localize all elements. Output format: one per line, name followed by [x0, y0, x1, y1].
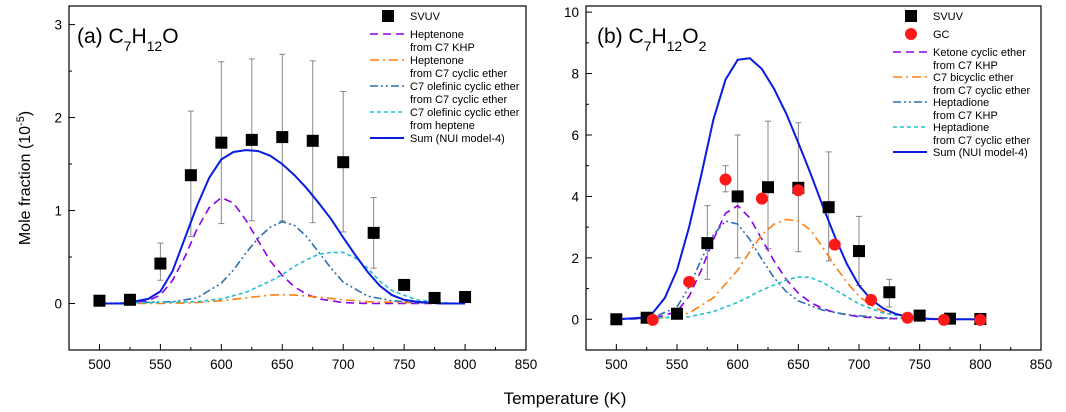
legend-label: SVUV — [933, 11, 964, 23]
x-tick-label: 500 — [88, 357, 111, 372]
x-axis-label: Temperature (K) — [504, 389, 627, 408]
data-point-square — [701, 237, 714, 250]
legend-marker-square — [382, 10, 394, 22]
data-point-square — [337, 156, 350, 169]
series-line — [99, 196, 466, 305]
series-line — [616, 204, 981, 321]
panel-title: (a) C7H12O — [77, 25, 179, 54]
data-point-square — [913, 309, 926, 322]
series-line — [99, 293, 466, 305]
legend-label: from C7 cyclic ether — [933, 85, 1031, 97]
legend-label: Heptadione — [933, 122, 989, 134]
x-tick-label: 700 — [332, 357, 355, 372]
y-tick-label: 2 — [571, 251, 579, 266]
data-point-square — [762, 181, 774, 194]
data-point-square — [428, 291, 441, 304]
x-tick-label: 750 — [908, 357, 931, 372]
data-point-square — [276, 131, 289, 144]
data-point-square — [123, 293, 136, 306]
y-tick-label: 2 — [54, 111, 62, 126]
x-tick-label: 650 — [787, 357, 810, 372]
series-line — [616, 57, 981, 321]
plot-frame — [585, 5, 1042, 351]
data-point-circle — [974, 313, 987, 326]
y-tick-label: 8 — [571, 67, 579, 82]
data-point-square — [731, 190, 744, 203]
legend-label: Sum (NUI model-4) — [933, 147, 1028, 159]
series-line — [99, 149, 466, 305]
data-point-circle — [901, 311, 914, 324]
panel-a-chart: 500 550 600 650 700 750 800 850 0 1 2 3 Mole fractio… — [15, 5, 538, 372]
legend-label: C7 bicyclic ether — [933, 72, 1014, 84]
data-point-square — [822, 201, 835, 214]
data-point-square — [245, 133, 258, 146]
data-point-square — [367, 226, 380, 239]
data-point-circle — [646, 313, 659, 326]
legend-label: C7 olefinic cyclic ether — [410, 81, 520, 93]
series-line — [616, 220, 981, 321]
legend-label: from C7 KHP — [410, 42, 475, 54]
legend-label: C7 olefinic cyclic ether — [410, 107, 520, 119]
legend-label: from C7 cyclic ether — [933, 135, 1031, 147]
data-point-square — [154, 257, 167, 270]
y-tick-label: 0 — [571, 312, 579, 327]
x-tick-label: 650 — [271, 357, 294, 372]
legend-marker-square — [905, 10, 917, 22]
y-tick-label: 3 — [54, 18, 62, 33]
y-tick-label: 10 — [564, 5, 579, 20]
data-point-circle — [719, 173, 732, 186]
x-tick-label: 750 — [393, 357, 416, 372]
data-point-square — [853, 245, 865, 258]
legend-label: GC — [933, 29, 950, 41]
x-tick-label: 500 — [605, 357, 628, 372]
series-line — [99, 220, 466, 305]
data-point-circle — [828, 238, 841, 251]
data-point-circle — [683, 275, 696, 288]
legend-label: from C7 cyclic ether — [410, 94, 508, 106]
data-point-square — [93, 294, 106, 307]
data-point-square — [398, 278, 411, 291]
x-tick-label: 850 — [515, 357, 538, 372]
legend-marker-circle — [905, 28, 917, 40]
data-point-square — [215, 136, 228, 149]
x-tick-label: 850 — [1030, 357, 1053, 372]
legend-label: Heptadione — [933, 97, 989, 109]
y-tick-label: 6 — [571, 128, 579, 143]
data-point-square — [184, 169, 197, 182]
data-point-square — [671, 307, 683, 320]
x-tick-label: 550 — [666, 357, 689, 372]
panel-b-chart: 500 550 600 650 700 750 800 850 0 2 4 6 8 10 (b) C7H12… — [564, 5, 1052, 372]
y-tick-label: 4 — [571, 189, 579, 204]
x-tick-label: 800 — [969, 357, 992, 372]
legend-label: from C7 KHP — [933, 60, 998, 72]
legend-label: Heptenone — [410, 29, 464, 41]
legend-label: Heptenone — [410, 55, 464, 67]
series-line — [99, 251, 466, 305]
x-tick-label: 600 — [726, 357, 749, 372]
x-tick-label: 550 — [149, 357, 172, 372]
y-axis-label: Mole fraction (10-5) — [15, 111, 34, 245]
legend-label: Sum (NUI model-4) — [410, 133, 505, 145]
legend-label: Ketone cyclic ether — [933, 47, 1026, 59]
x-tick-label: 800 — [454, 357, 477, 372]
y-tick-label: 1 — [54, 204, 62, 219]
data-point-circle — [792, 184, 805, 197]
data-point-circle — [865, 293, 878, 306]
y-tick-label: 0 — [54, 297, 62, 312]
data-point-square — [306, 134, 319, 147]
x-tick-label: 600 — [210, 357, 233, 372]
data-point-square — [883, 286, 896, 299]
legend-label: from C7 cyclic ether — [410, 68, 508, 80]
data-point-circle — [755, 192, 768, 205]
plot-frame — [68, 5, 527, 351]
legend-label: SVUV — [410, 11, 441, 23]
data-point-square — [610, 313, 623, 326]
legend-label: from C7 KHP — [933, 110, 998, 122]
x-tick-label: 700 — [848, 357, 871, 372]
legend-label: from heptene — [410, 120, 475, 132]
panel-title: (b) C7H12O2 — [597, 25, 707, 54]
data-point-circle — [937, 313, 950, 326]
data-point-square — [459, 291, 472, 304]
